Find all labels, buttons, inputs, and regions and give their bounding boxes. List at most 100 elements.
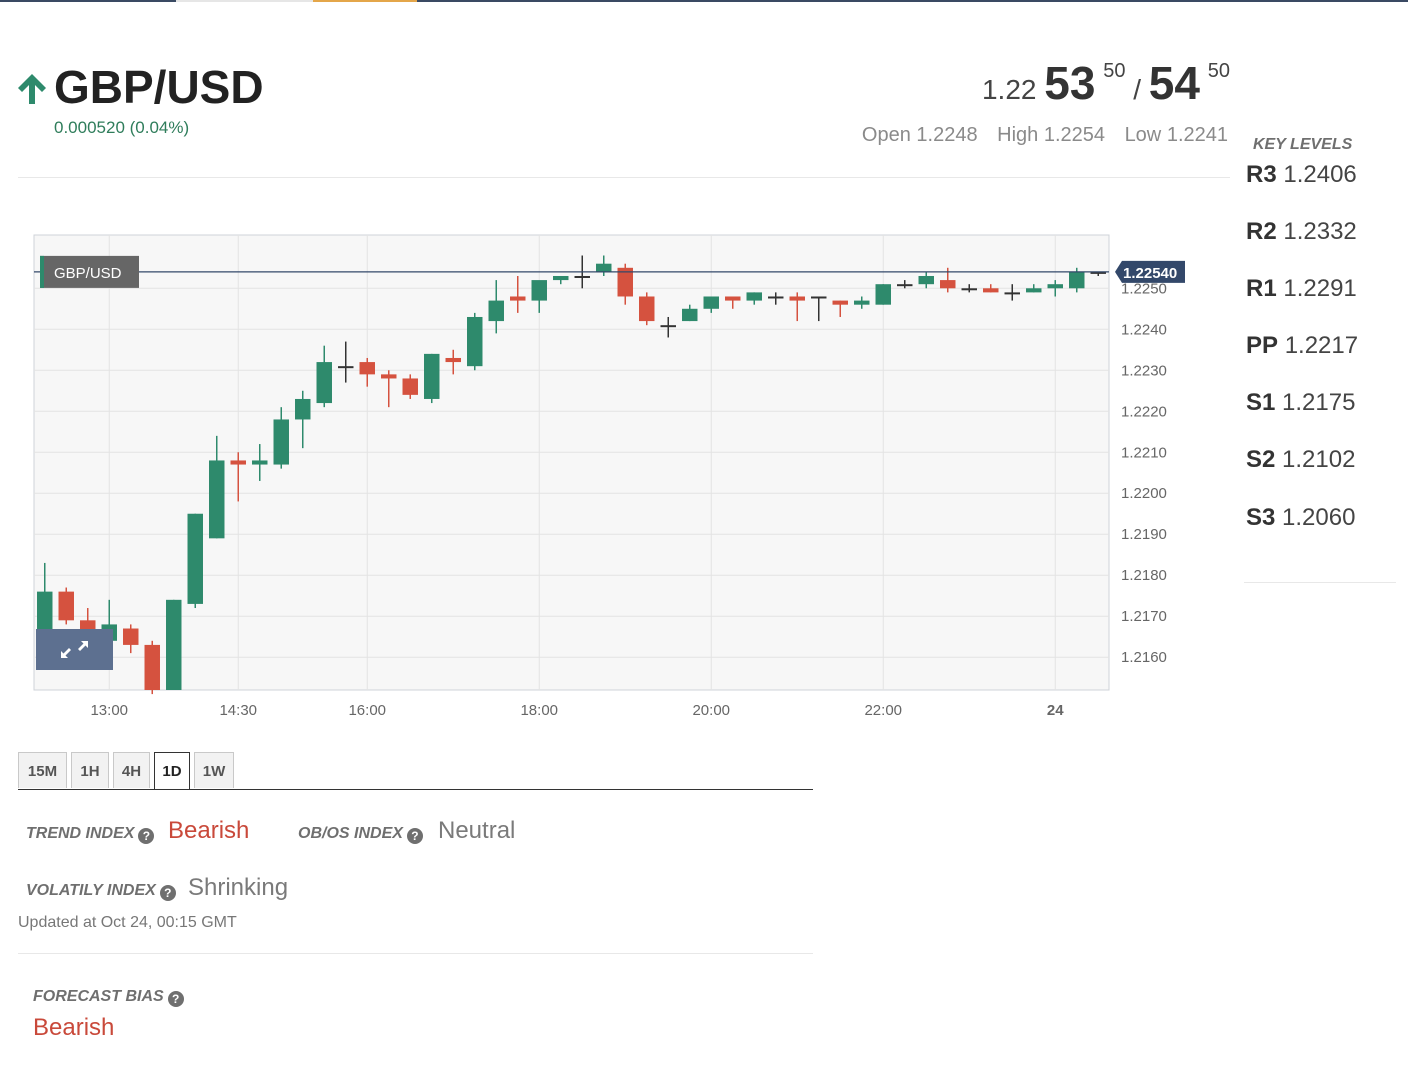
key-level-value: 1.2291 [1283,275,1357,302]
candle-body [768,296,784,299]
top-tab-indicator [0,0,176,2]
trend-index-label-text: TREND INDEX [26,825,135,842]
expand-chart-button[interactable] [36,629,113,670]
candle-body [273,419,289,465]
candle-body [510,296,526,301]
candle-body [295,398,311,420]
key-level-r2: R2 1.2332 [1246,218,1357,246]
candle-body [875,284,891,305]
candle-body [445,357,461,363]
open-label: Open [861,124,911,146]
candle-body [574,275,590,278]
y-tick-label: 1.2160 [1121,649,1167,666]
y-tick-label: 1.2220 [1121,403,1167,420]
high-value: 1.2254 [1043,124,1105,146]
help-icon[interactable]: ? [406,828,423,844]
series-label: GBP/USD [54,265,122,282]
candle-body [424,353,440,399]
candle-body [811,296,827,299]
key-level-name: R3 [1246,161,1277,188]
candle-body [1090,271,1106,274]
header-divider [18,177,1230,178]
candle-body [1047,284,1063,289]
candle-body [488,300,504,322]
help-icon[interactable]: ? [167,991,184,1007]
x-tick-label: 16:00 [348,702,386,719]
pair-title: GBP/USD [54,61,264,113]
key-level-name: S3 [1246,504,1276,531]
candle-body [660,325,676,328]
price-chart[interactable]: 1.2250 1.2240 1.2230 1.2220 1.2210 1.2200 1.21… [0,225,1200,725]
top-accent-indicator [313,0,417,2]
y-tick-label: 1.2170 [1121,608,1167,625]
section-divider [18,953,813,954]
y-tick-label: 1.2210 [1121,444,1167,461]
top-border-right [417,0,1408,2]
series-label-box [40,255,139,288]
series-label-accent [40,255,44,288]
help-icon[interactable]: ? [159,885,176,901]
candle-body [897,284,913,287]
key-level-name: R1 [1246,275,1277,302]
tab-4h[interactable]: 4H [113,752,150,788]
key-level-s2: S2 1.2102 [1246,446,1355,474]
key-level-pp: PP 1.2217 [1246,332,1358,360]
candle-body [746,292,762,301]
candle-body [467,316,483,367]
tab-1h[interactable]: 1H [71,752,109,788]
expand-icon [61,641,88,658]
trend-index-label: TREND INDEX? [26,825,155,844]
trend-index-value: Bearish [168,817,250,844]
candle-body [983,288,999,293]
candle-body [402,378,418,395]
x-tick-label: 20:00 [692,702,730,719]
ask-big-figure: 54 [1148,57,1200,109]
obos-index-value: Neutral [438,817,516,844]
last-price-tag [1115,260,1185,283]
key-level-name: R2 [1246,218,1277,245]
candle-body [252,460,268,465]
obos-index-label-text: OB/OS INDEX [298,825,403,842]
updated-timestamp: Updated at Oct 24, 00:15 GMT [18,914,237,931]
plot-area [33,234,1110,691]
key-level-name: S1 [1246,389,1276,416]
tab-1w[interactable]: 1W [194,752,234,788]
key-levels-title: KEY LEVELS [1253,136,1353,153]
candle-body [316,362,332,404]
key-level-r3: R3 1.2406 [1246,161,1357,189]
candle-body [639,296,655,322]
candle-body [144,644,160,690]
y-tick-label: 1.2230 [1121,362,1167,379]
y-tick-label: 1.2240 [1121,321,1167,338]
candle-body [682,308,698,322]
key-level-name: S2 [1246,446,1276,473]
candle-body [230,460,246,465]
key-level-value: 1.2175 [1282,389,1356,416]
volatility-index-value: Shrinking [188,874,289,901]
x-tick-label: 13:00 [90,702,128,719]
y-tick-label: 1.2180 [1121,567,1167,584]
candle-body [123,628,139,645]
volatility-index-label: VOLATILY INDEX? [26,882,176,901]
high-label: High [997,124,1039,146]
tab-1d[interactable]: 1D [154,752,190,790]
key-level-value: 1.2217 [1284,332,1359,359]
key-level-value: 1.2060 [1282,504,1356,531]
key-levels-divider [1244,582,1396,583]
key-level-value: 1.2332 [1283,218,1357,245]
quote-separator: / [1133,74,1142,105]
candle-body [531,280,547,301]
x-tick-label: 14:30 [219,702,257,719]
candle-body [338,366,354,369]
candle-body [1004,292,1020,295]
bid-ask-quote: 1.22 53 50 / 54 50 [982,56,1230,110]
candle-body [854,300,870,305]
y-tick-label: 1.2190 [1121,526,1167,543]
obos-index-label: OB/OS INDEX? [298,825,423,844]
candle-body [725,296,741,301]
tab-15m[interactable]: 15M [18,752,67,788]
candle-body [381,374,397,379]
ask-pipette: 50 [1207,60,1230,82]
help-icon[interactable]: ? [138,828,155,844]
price-change: 0.000520 (0.04%) [54,118,190,137]
